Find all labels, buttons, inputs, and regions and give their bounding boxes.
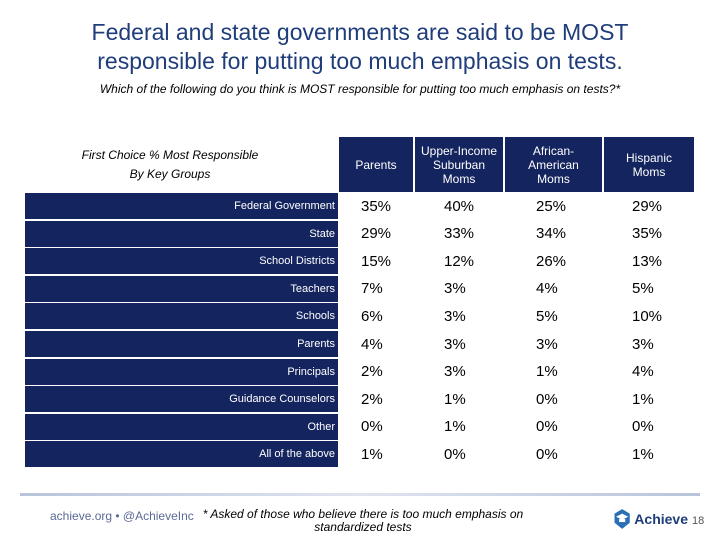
table-cell: 33% (444, 225, 475, 243)
table-cell: 3% (444, 280, 466, 298)
table-cell: 13% (632, 252, 663, 270)
table-cell: 4% (632, 363, 654, 381)
column-header-line: American (528, 157, 579, 172)
table-cell: 40% (444, 197, 475, 215)
table-cell: 1% (632, 390, 654, 408)
table-cell: 5% (536, 307, 558, 325)
group-label-line-2: By Key Groups (129, 167, 211, 181)
table-cell: 0% (444, 445, 466, 463)
footer-website: achieve.org • @AchieveInc (50, 509, 194, 523)
table-cell: 1% (536, 363, 558, 381)
table-cell: 0% (536, 390, 558, 408)
table-cell: 6% (361, 307, 383, 325)
table-cell: 4% (361, 335, 383, 353)
row-label-guidance-counselors: Guidance Counselors (25, 386, 338, 413)
table-cell: 29% (632, 197, 663, 215)
slide-title-line-2: responsible for putting too much emphasi… (97, 48, 623, 74)
column-header-parents: Parents (339, 137, 413, 192)
footnote: * Asked of those who believe there is to… (182, 508, 544, 534)
row-label-state: State (25, 220, 338, 247)
column-header-line: Parents (355, 157, 397, 172)
table-cell: 1% (444, 390, 466, 408)
table-cell: 7% (361, 280, 383, 298)
table-cell: 25% (536, 197, 567, 215)
table-cell: 12% (444, 252, 475, 270)
table-cell: 0% (536, 418, 558, 436)
slide-title: Federal and state governments are said t… (20, 18, 700, 76)
group-label: First Choice % Most Responsible By Key G… (25, 138, 315, 192)
table-cell: 4% (536, 280, 558, 298)
row-label-other: Other (25, 413, 338, 440)
graduation-cap-icon (614, 509, 630, 529)
question-text: Which of the following do you think is M… (99, 82, 621, 96)
table-cell: 1% (632, 445, 654, 463)
achieve-logo: Achieve (613, 502, 688, 536)
table-cell: 3% (444, 335, 466, 353)
row-label-all-of-the-above: All of the above (25, 441, 338, 468)
column-header-upper-income-suburban-moms: Upper-Income Suburban Moms (415, 137, 503, 192)
column-header-line: Suburban (432, 157, 486, 172)
column-header-line: Upper-Income (420, 143, 498, 158)
row-label-schools: Schools (25, 303, 338, 330)
row-label-teachers: Teachers (25, 275, 338, 302)
table-cell: 5% (632, 280, 654, 298)
column-header-line: African- (532, 143, 575, 158)
column-header-line: Moms (632, 164, 666, 179)
table-cell: 1% (444, 418, 466, 436)
column-header-line: Hispanic (625, 150, 673, 165)
table-cell: 34% (536, 225, 567, 243)
table-cell: 10% (632, 307, 663, 325)
table-cell: 29% (361, 225, 392, 243)
table-cell: 0% (361, 418, 383, 436)
table-cell: 2% (361, 363, 383, 381)
table-cell: 1% (361, 445, 383, 463)
row-label-federal-government: Federal Government (25, 193, 338, 219)
column-header-line: Moms (442, 171, 476, 186)
column-header-african-american-moms: African- American Moms (505, 137, 602, 192)
table-cell: 0% (536, 445, 558, 463)
row-label-school-districts: School Districts (25, 248, 338, 275)
column-header-line: Moms (537, 171, 570, 186)
table-cell: 26% (536, 252, 567, 270)
footnote-line-1: * Asked of those who believe there is to… (202, 507, 524, 521)
table-cell: 2% (361, 390, 383, 408)
footer-divider (20, 493, 700, 496)
row-label-principals: Principals (25, 358, 338, 385)
table-cell: 3% (632, 335, 654, 353)
table-cell: 0% (632, 418, 654, 436)
group-label-line-1: First Choice % Most Responsible (81, 148, 259, 162)
page-number: 18 (692, 515, 705, 527)
logo-text: Achieve (634, 511, 688, 527)
table-cell: 3% (444, 307, 466, 325)
table-cell: 35% (632, 225, 663, 243)
row-label-parents: Parents (25, 331, 338, 357)
footnote-line-2: standardized tests (314, 520, 412, 534)
table-cell: 35% (361, 197, 392, 215)
column-header-hispanic-moms: Hispanic Moms (604, 137, 694, 192)
table-cell: 15% (361, 252, 392, 270)
table-cell: 3% (444, 363, 466, 381)
slide-title-line-1: Federal and state governments are said t… (91, 19, 629, 45)
table-cell: 3% (536, 335, 558, 353)
